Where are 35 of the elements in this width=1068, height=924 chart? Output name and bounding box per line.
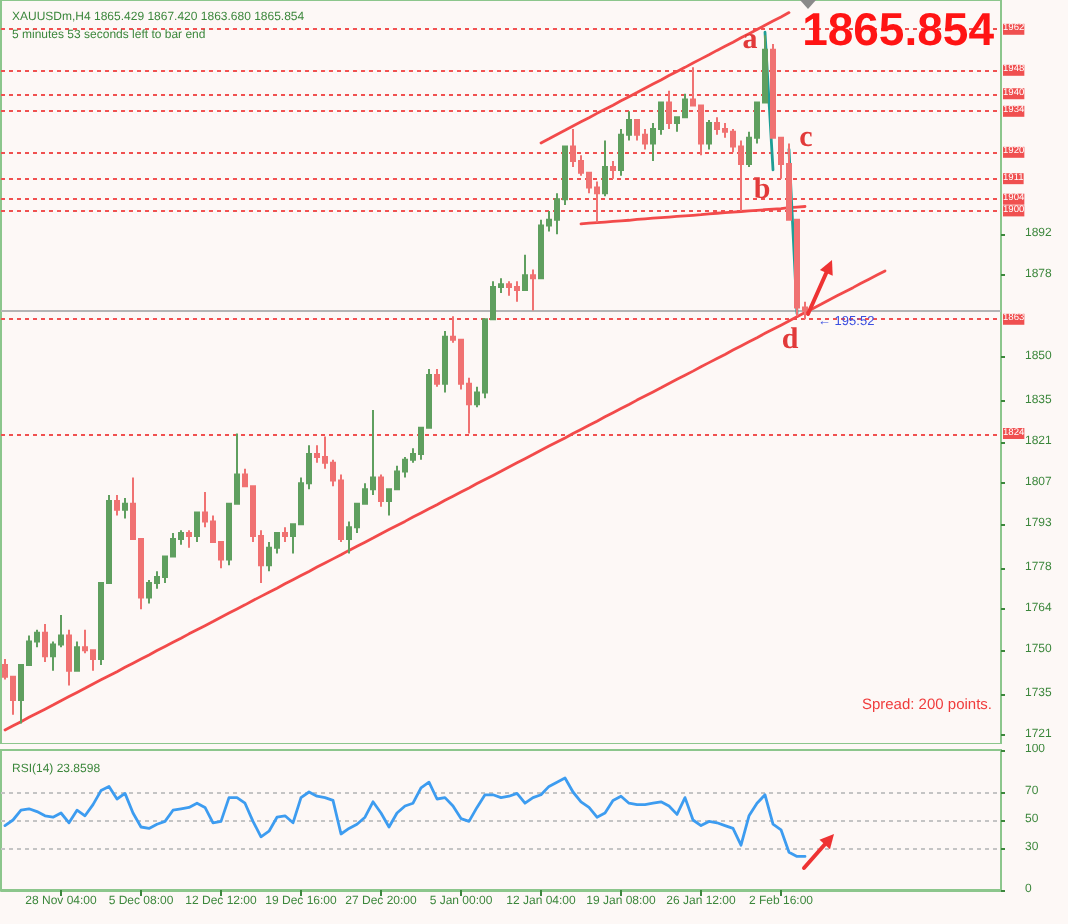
candlestick — [74, 640, 80, 672]
annotation: 1865.854 — [802, 3, 995, 55]
candlestick — [530, 268, 536, 312]
candlestick — [666, 89, 672, 130]
candlestick — [114, 494, 120, 517]
candlestick — [706, 119, 712, 151]
candlestick — [538, 218, 544, 280]
candlestick — [122, 496, 128, 520]
candlestick — [506, 280, 512, 297]
candlestick — [714, 116, 720, 136]
candlestick — [42, 622, 48, 663]
annotation: b — [753, 174, 771, 206]
candlestick — [378, 473, 384, 508]
annotation: a — [742, 24, 759, 56]
candlestick — [602, 139, 608, 198]
annotation: d — [781, 324, 800, 356]
candlestick — [186, 529, 192, 549]
candlestick — [266, 540, 272, 573]
candlestick — [570, 127, 576, 168]
candlestick — [66, 628, 72, 687]
candlestick — [594, 180, 600, 224]
candlestick — [370, 409, 376, 497]
line-series — [3, 776, 807, 858]
candlestick — [314, 444, 320, 464]
candlestick — [642, 127, 648, 151]
candlestick — [194, 511, 200, 543]
candlestick — [514, 280, 520, 303]
candlestick — [146, 578, 152, 605]
candlestick — [610, 160, 616, 180]
candlestick — [282, 526, 288, 543]
candlestick — [522, 253, 528, 291]
candlestick — [442, 329, 448, 394]
candlestick — [434, 368, 440, 388]
candlestick — [634, 119, 640, 142]
annotation: c — [799, 122, 814, 154]
